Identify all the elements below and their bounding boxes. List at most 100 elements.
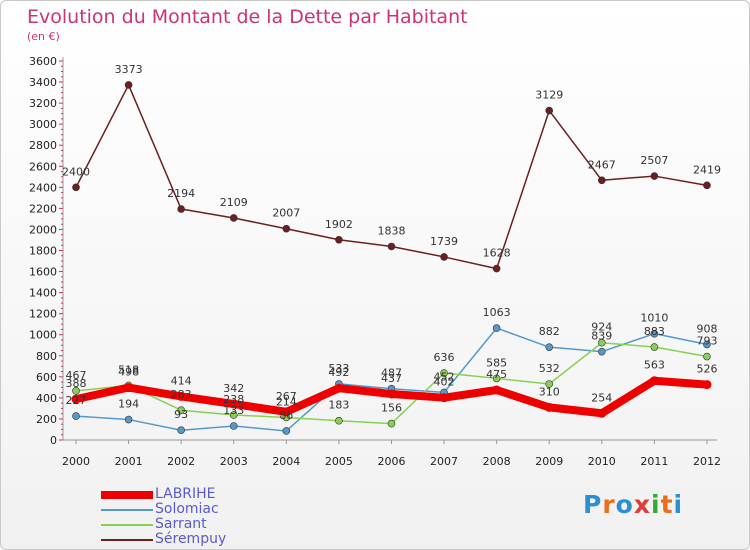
data-point-s-rempuy [597,176,606,185]
data-label: 2419 [693,163,721,176]
x-tick-label: 2008 [483,455,511,468]
y-tick-label: 2200 [29,202,57,215]
series-line-s-rempuy [75,84,708,270]
data-label: 3129 [535,89,563,102]
data-label: 1838 [377,224,405,237]
data-label: 133 [223,404,244,417]
data-label: 839 [591,330,612,343]
x-tick-label: 2012 [693,455,721,468]
data-point-sarrant [597,338,606,347]
data-label: 402 [434,376,455,389]
data-point-labrihe [439,393,449,403]
x-tick-label: 2009 [535,455,563,468]
data-label: 533 [328,362,349,375]
data-point-labrihe [176,391,186,401]
data-label: 2194 [167,187,195,200]
data-label: 156 [381,402,402,415]
data-label: 636 [434,351,455,364]
data-point-sarrant [545,380,554,388]
data-labels: 388 498 414 342 267 492 437 402 475 310 254 563 526 2… [62,63,721,422]
data-label: 883 [644,325,665,338]
y-tick-label: 1400 [29,287,57,300]
data-point-labrihe [597,408,607,418]
data-label: 452 [434,370,455,383]
data-point-sarrant [177,406,185,415]
data-point-s-rempuy [124,81,133,89]
axes [62,57,717,441]
data-point-labrihe [229,399,239,409]
data-point-solomiac [282,427,291,435]
data-point-sarrant [72,387,80,395]
legend-swatch-labrihe [101,491,153,499]
logo-letter: x [633,490,651,519]
chart-title: Evolution du Montant de la Dette par Hab… [27,6,468,28]
data-point-s-rempuy [492,264,501,273]
data-label: 238 [223,393,244,406]
data-label: 585 [486,356,507,369]
data-label: 492 [328,366,349,379]
x-tick-label: 2000 [62,455,90,468]
data-point-labrihe [702,380,712,390]
data-point-solomiac [703,340,711,349]
data-label: 414 [171,374,192,387]
data-point-solomiac [650,329,659,338]
data-point-s-rempuy [703,181,711,190]
y-tick-label: 1600 [29,266,57,279]
y-tick-label: 400 [36,392,57,405]
y-axis-ticks: 0 200 400 600 800 1000 1200 1400 1600 1800 2000 220… [29,55,63,447]
data-label: 1739 [430,235,458,248]
data-point-labrihe [124,383,134,393]
x-tick-label: 2010 [588,455,616,468]
logo-letter: P [583,490,603,519]
proxiti-logo: Proxiti [583,490,683,519]
y-tick-label: 0 [50,434,57,447]
data-point-s-rempuy [177,205,185,213]
data-label: 194 [118,398,139,411]
data-label: 487 [381,367,402,380]
data-label: 2007 [272,207,300,220]
logo-letter: r [602,490,616,519]
data-point-s-rempuy [440,253,448,261]
data-label: 882 [539,325,560,338]
data-label: 183 [328,399,349,412]
x-tick-label: 2003 [220,455,248,468]
data-label: 283 [171,388,192,401]
y-tick-label: 1800 [29,245,57,258]
y-tick-label: 2400 [29,181,57,194]
y-tick-label: 600 [36,371,57,384]
legend-label-solomiac: Solomiac [155,501,219,517]
data-point-sarrant [440,369,448,377]
data-label: 793 [696,335,717,348]
x-tick-label: 2005 [325,455,353,468]
y-tick-label: 3600 [29,55,57,68]
x-axis-ticks: 2000 2001 2002 2003 2004 2005 2006 2007 2008 2009… [62,440,721,468]
legend-label-sarrant: Sarrant [155,516,207,532]
data-point-sarrant [703,352,711,361]
x-tick-label: 2006 [377,455,405,468]
data-point-s-rempuy [72,183,80,192]
data-label: 1628 [483,247,511,260]
data-label: 267 [276,390,297,403]
data-point-sarrant [229,411,238,419]
y-tick-label: 2800 [29,139,57,152]
data-point-s-rempuy [282,224,291,233]
data-label: 93 [174,408,188,421]
data-point-s-rempuy [545,106,554,115]
data-label: 924 [591,321,612,334]
legend-label-serempuy: Sérempuy [155,531,227,547]
data-point-sarrant [387,419,396,428]
data-label: 2400 [62,165,90,178]
y-tick-label: 3400 [29,76,57,89]
data-label: 563 [644,359,665,372]
data-label: 437 [381,372,402,385]
data-point-s-rempuy [387,242,396,251]
data-label: 3373 [115,63,143,76]
y-tick-label: 2600 [29,160,57,173]
data-label: 86 [279,409,293,422]
data-label: 532 [539,362,560,375]
x-tick-label: 2002 [167,455,195,468]
data-label: 2507 [640,154,668,167]
data-point-solomiac [597,347,606,356]
y-tick-label: 2000 [29,223,57,236]
